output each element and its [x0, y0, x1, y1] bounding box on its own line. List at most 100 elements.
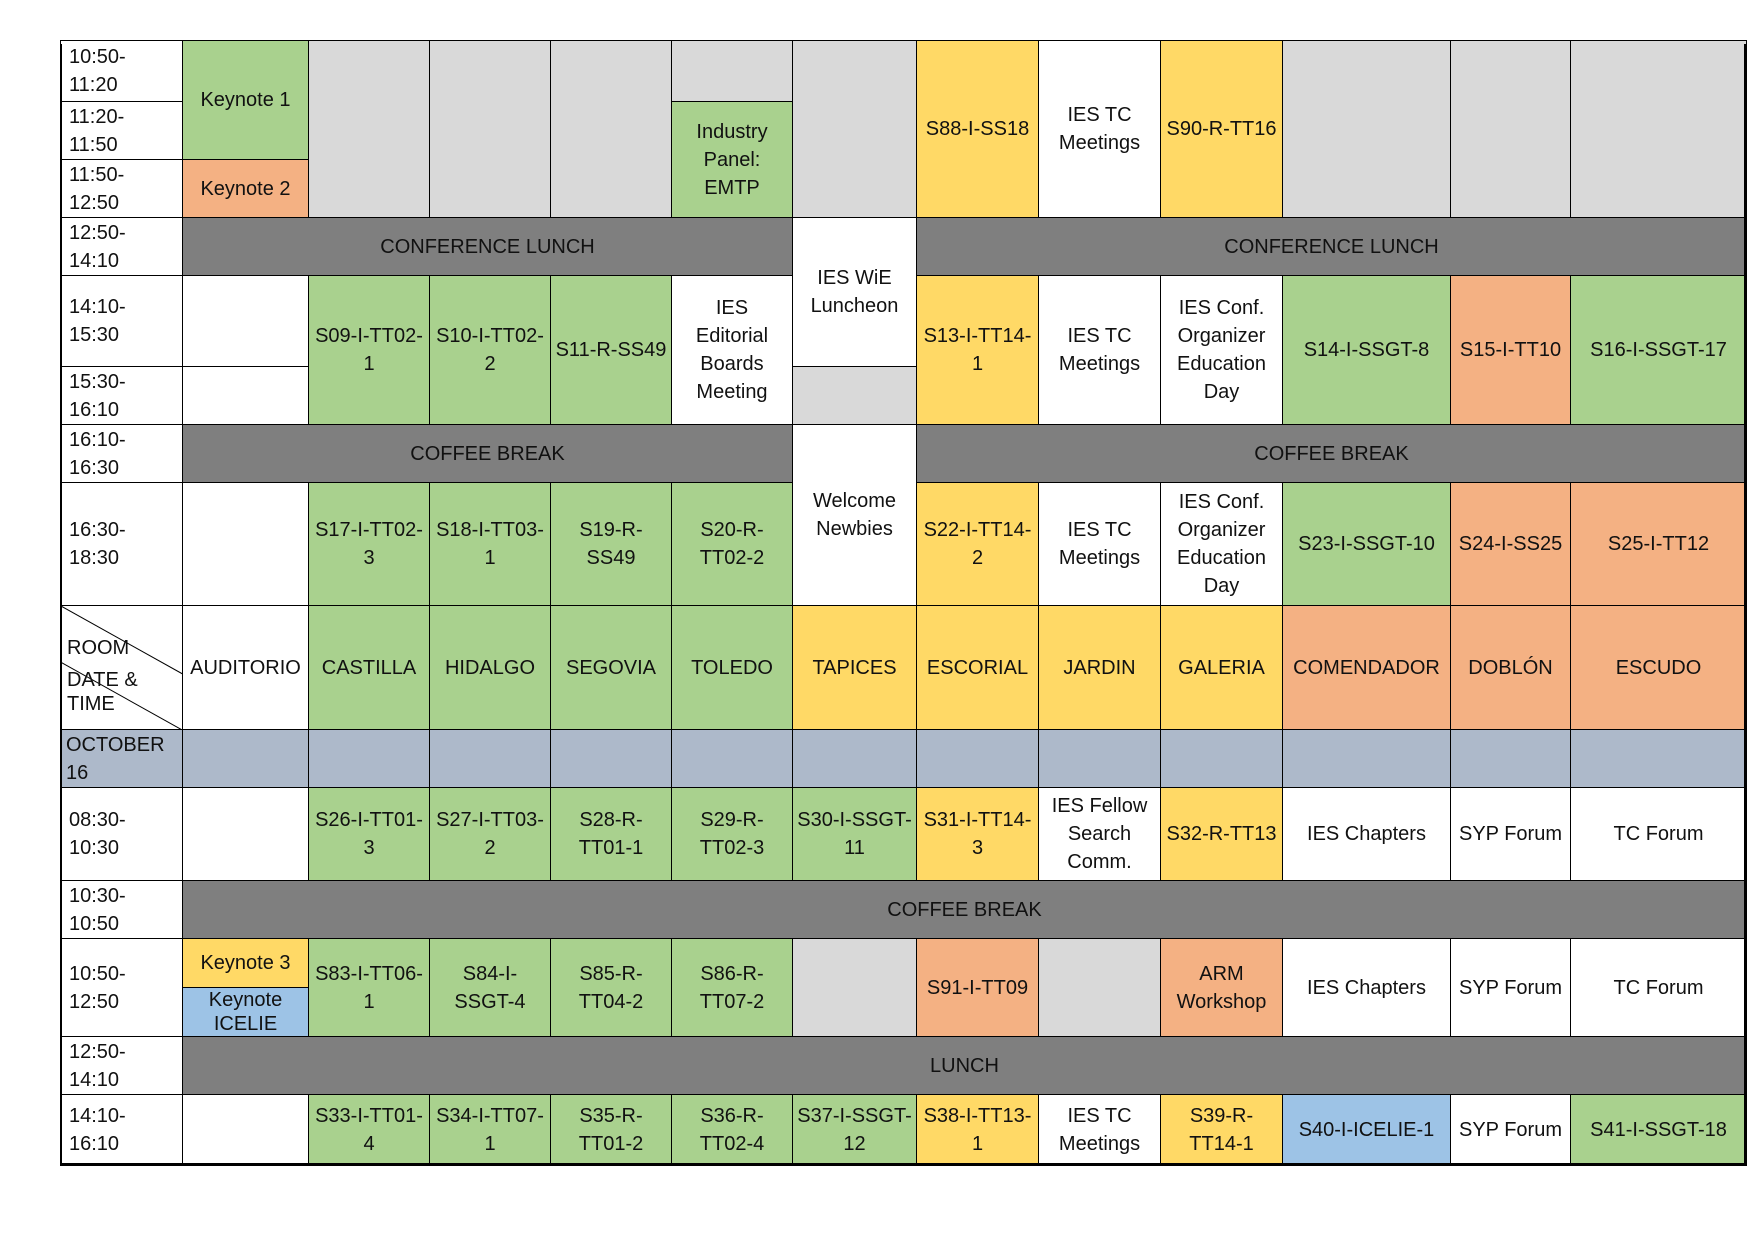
- empty-slot-cell: [1570, 40, 1747, 218]
- session-cell[interactable]: S19-R-SS49: [550, 482, 672, 606]
- session-cell[interactable]: Industry Panel: EMTP: [671, 101, 793, 218]
- session-cell[interactable]: IES Fellow Search Comm.: [1038, 787, 1161, 881]
- session-cell[interactable]: S35-R- TT01-2: [550, 1094, 672, 1166]
- session-cell[interactable]: Keynote 1: [182, 40, 309, 160]
- session-cell[interactable]: S11-R-SS49: [550, 275, 672, 425]
- session-cell[interactable]: S09-I-TT02- 1: [308, 275, 430, 425]
- session-cell[interactable]: IES Editorial Boards Meeting: [671, 275, 793, 425]
- session-cell[interactable]: S37-I-SSGT- 12: [792, 1094, 917, 1166]
- session-cell[interactable]: S16-I-SSGT-17: [1570, 275, 1747, 425]
- header-corner-cell: ROOM DATE & TIME: [60, 605, 183, 730]
- session-cell[interactable]: S91-I-TT09: [916, 938, 1039, 1037]
- session-cell[interactable]: S88-I-SS18: [916, 40, 1039, 218]
- empty-slot-cell: [182, 787, 309, 881]
- session-cell[interactable]: S10-I-TT02- 2: [429, 275, 551, 425]
- time-slot-cell: 12:50- 14:10: [60, 1036, 183, 1095]
- session-cell[interactable]: S15-I-TT10: [1450, 275, 1571, 425]
- session-cell[interactable]: IES TC Meetings: [1038, 482, 1161, 606]
- session-cell[interactable]: SYP Forum: [1450, 787, 1571, 881]
- date-row-cell: [1160, 729, 1283, 788]
- session-cell[interactable]: S33-I-TT01- 4: [308, 1094, 430, 1166]
- session-cell[interactable]: S26-I-TT01- 3: [308, 787, 430, 881]
- session-cell[interactable]: S34-I-TT07- 1: [429, 1094, 551, 1166]
- time-slot-cell: 15:30- 16:10: [60, 366, 183, 425]
- schedule-table: 10:50- 11:20 11:20- 11:50 11:50- 12:50 12:5…: [60, 40, 1747, 1166]
- room-label: ROOM: [67, 637, 130, 659]
- empty-slot-cell: [792, 938, 917, 1037]
- session-cell[interactable]: IES TC Meetings: [1038, 1094, 1161, 1166]
- session-cell[interactable]: Keynote 3: [182, 938, 309, 988]
- session-cell[interactable]: IES Chapters: [1282, 787, 1451, 881]
- empty-slot-cell: [1450, 40, 1571, 218]
- session-cell[interactable]: S27-I-TT03- 2: [429, 787, 551, 881]
- empty-slot-cell: [1038, 938, 1161, 1037]
- time-slot-cell: 08:30- 10:30: [60, 787, 183, 881]
- session-cell[interactable]: S85-R- TT04-2: [550, 938, 672, 1037]
- room-header-cell: COMENDADOR: [1282, 605, 1451, 730]
- date-row-cell: [1570, 729, 1747, 788]
- session-cell[interactable]: TC Forum: [1570, 938, 1747, 1037]
- room-header-cell: HIDALGO: [429, 605, 551, 730]
- empty-slot-cell: [308, 40, 430, 218]
- break-banner: COFFEE BREAK: [182, 880, 1747, 939]
- session-cell[interactable]: S39-R- TT14-1: [1160, 1094, 1283, 1166]
- time-slot-cell: 10:30- 10:50: [60, 880, 183, 939]
- session-cell[interactable]: S32-R-TT13: [1160, 787, 1283, 881]
- session-cell[interactable]: ARM Workshop: [1160, 938, 1283, 1037]
- session-cell[interactable]: S23-I-SSGT-10: [1282, 482, 1451, 606]
- session-cell[interactable]: Welcome Newbies: [792, 424, 917, 606]
- session-cell[interactable]: S29-R- TT02-3: [671, 787, 793, 881]
- session-cell[interactable]: IES TC Meetings: [1038, 40, 1161, 218]
- session-cell[interactable]: IES Chapters: [1282, 938, 1451, 1037]
- session-cell[interactable]: S31-I-TT14- 3: [916, 787, 1039, 881]
- session-cell[interactable]: S17-I-TT02- 3: [308, 482, 430, 606]
- empty-slot-cell: [182, 366, 309, 425]
- session-cell[interactable]: IES TC Meetings: [1038, 275, 1161, 425]
- date-row-cell: [916, 729, 1039, 788]
- session-cell[interactable]: S28-R- TT01-1: [550, 787, 672, 881]
- room-header-cell: AUDITORIO: [182, 605, 309, 730]
- session-cell[interactable]: IES Conf. Organizer Education Day: [1160, 482, 1283, 606]
- room-header-cell: TOLEDO: [671, 605, 793, 730]
- session-cell[interactable]: TC Forum: [1570, 787, 1747, 881]
- empty-slot-cell: [182, 482, 309, 606]
- session-cell[interactable]: Keynote 2: [182, 159, 309, 218]
- session-cell[interactable]: S40-I-ICELIE-1: [1282, 1094, 1451, 1166]
- session-cell[interactable]: S18-I-TT03- 1: [429, 482, 551, 606]
- session-cell[interactable]: Keynote ICELIE: [182, 987, 309, 1037]
- date-row-cell: [1038, 729, 1161, 788]
- time-slot-cell: 12:50- 14:10: [60, 217, 183, 276]
- session-cell[interactable]: S90-R-TT16: [1160, 40, 1283, 218]
- session-cell[interactable]: S84-I- SSGT-4: [429, 938, 551, 1037]
- room-header-cell: DOBLÓN: [1450, 605, 1571, 730]
- session-cell[interactable]: IES WiE Luncheon: [792, 217, 917, 367]
- date-row-cell: [1450, 729, 1571, 788]
- session-cell[interactable]: S38-I-TT13- 1: [916, 1094, 1039, 1166]
- session-cell[interactable]: S13-I-TT14- 1: [916, 275, 1039, 425]
- session-cell[interactable]: S41-I-SSGT-18: [1570, 1094, 1747, 1166]
- session-cell[interactable]: S86-R- TT07-2: [671, 938, 793, 1037]
- room-header-cell: GALERIA: [1160, 605, 1283, 730]
- date-row-cell: [182, 729, 309, 788]
- session-cell[interactable]: S24-I-SS25: [1450, 482, 1571, 606]
- time-slot-cell: 16:30- 18:30: [60, 482, 183, 606]
- break-banner: COFFEE BREAK: [182, 424, 793, 483]
- session-cell[interactable]: S30-I-SSGT- 11: [792, 787, 917, 881]
- session-cell[interactable]: S20-R- TT02-2: [671, 482, 793, 606]
- session-cell[interactable]: SYP Forum: [1450, 938, 1571, 1037]
- session-cell[interactable]: IES Conf. Organizer Education Day: [1160, 275, 1283, 425]
- session-cell[interactable]: SYP Forum: [1450, 1094, 1571, 1166]
- empty-slot-cell: [1282, 40, 1451, 218]
- empty-slot-cell: [182, 1094, 309, 1166]
- time-slot-cell: 14:10- 16:10: [60, 1094, 183, 1166]
- session-cell[interactable]: S83-I-TT06- 1: [308, 938, 430, 1037]
- session-cell[interactable]: S22-I-TT14- 2: [916, 482, 1039, 606]
- date-row-cell: [308, 729, 430, 788]
- session-cell[interactable]: S25-I-TT12: [1570, 482, 1747, 606]
- session-cell[interactable]: S36-R- TT02-4: [671, 1094, 793, 1166]
- room-header-cell: ESCORIAL: [916, 605, 1039, 730]
- date-label-cell: OCTOBER 16: [60, 729, 183, 788]
- break-banner: CONFERENCE LUNCH: [916, 217, 1747, 276]
- session-cell[interactable]: S14-I-SSGT-8: [1282, 275, 1451, 425]
- empty-slot-cell: [792, 366, 917, 425]
